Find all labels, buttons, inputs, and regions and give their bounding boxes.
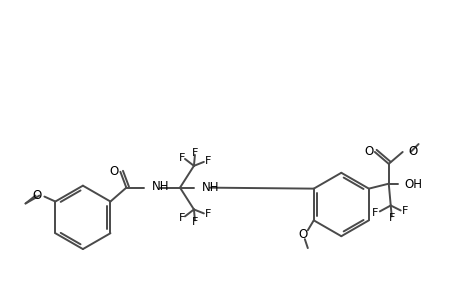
- Text: F: F: [204, 209, 211, 219]
- Text: O: O: [297, 228, 307, 241]
- Text: F: F: [388, 213, 394, 224]
- Text: F: F: [179, 213, 185, 224]
- Text: NH: NH: [202, 181, 219, 194]
- Text: O: O: [364, 146, 373, 158]
- Text: O: O: [408, 146, 417, 158]
- Text: NH: NH: [152, 180, 169, 193]
- Text: O: O: [110, 165, 119, 178]
- Text: F: F: [191, 217, 198, 227]
- Text: F: F: [179, 153, 185, 163]
- Text: O: O: [33, 189, 42, 202]
- Text: OH: OH: [404, 178, 422, 191]
- Text: F: F: [191, 148, 198, 158]
- Text: F: F: [401, 206, 407, 216]
- Text: F: F: [371, 208, 377, 218]
- Text: F: F: [204, 156, 211, 166]
